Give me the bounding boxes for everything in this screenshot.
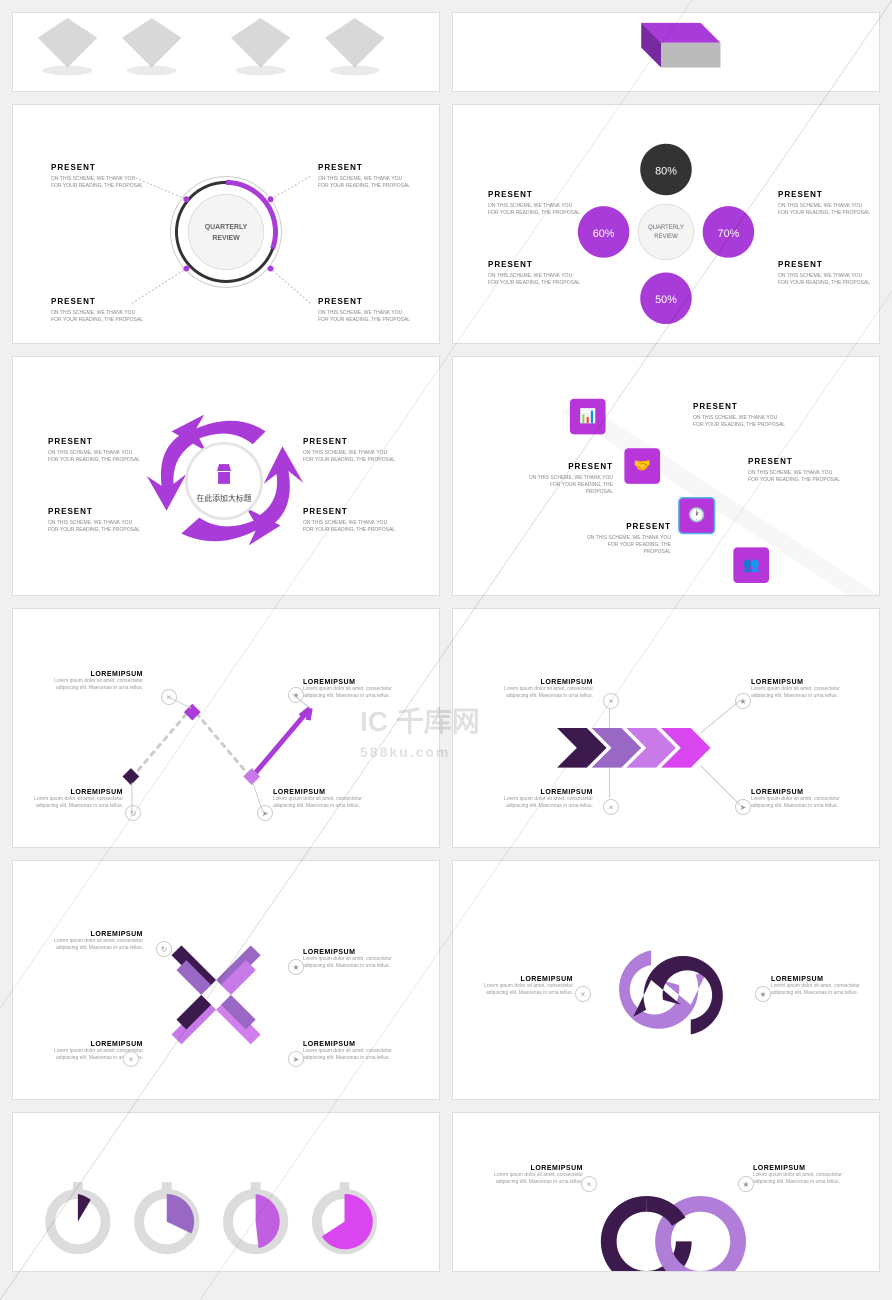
linked-rings <box>453 1113 879 1271</box>
slide-5-left: LOREMIPSUMLorem ipsum dolor sit amet, co… <box>12 860 440 1100</box>
svg-text:REVIEW: REVIEW <box>654 234 678 240</box>
slide-4-right: LOREMIPSUMLorem ipsum dolor sit amet, co… <box>452 608 880 848</box>
slide-3-right: PRESENT ON THIS SCHEME, WE THANK YOUFOR … <box>452 356 880 596</box>
arrow-chain <box>453 609 879 847</box>
svg-text:🤝: 🤝 <box>634 457 651 473</box>
svg-text:QUARTERLY: QUARTERLY <box>648 225 684 231</box>
svg-text:🕐: 🕐 <box>688 507 705 524</box>
slide-5-right: LOREMIPSUMLorem ipsum dolor sit amet, co… <box>452 860 880 1100</box>
interlock-arrows <box>453 861 879 1099</box>
stopwatches <box>13 1113 439 1271</box>
svg-text:QUARTERLY: QUARTERLY <box>205 224 248 231</box>
svg-text:REVIEW: REVIEW <box>212 235 240 242</box>
slide-1-right <box>452 12 880 92</box>
orbit-diagram: QUARTERLY REVIEW <box>13 105 439 343</box>
slide-6-right: LOREMIPSUMLorem ipsum dolor sit amet, co… <box>452 1112 880 1272</box>
slide-grid: PRESENT ON THIS SCHEME, WE THANK YOUFOR … <box>0 0 892 1284</box>
slide-1-left <box>12 12 440 92</box>
cycle-diagram: 在此添加大标题 <box>13 357 439 595</box>
svg-text:50%: 50% <box>655 294 677 306</box>
slide-6-left <box>12 1112 440 1272</box>
percent-hub: QUARTERLY REVIEW 80% 60% 70% 50% <box>453 105 879 343</box>
cube-shape <box>453 13 879 92</box>
step-diagram: 📊 🤝 🕐 👥 <box>453 357 879 595</box>
slide-2-left: PRESENT ON THIS SCHEME, WE THANK YOUFOR … <box>12 104 440 344</box>
svg-text:👥: 👥 <box>743 556 760 573</box>
slide-2-right: PRESENT ON THIS SCHEME, WE THANK YOUFOR … <box>452 104 880 344</box>
svg-text:60%: 60% <box>593 228 615 240</box>
slide-3-left: PRESENT ON THIS SCHEME, WE THANK YOUFOR … <box>12 356 440 596</box>
svg-text:80%: 80% <box>655 165 677 177</box>
svg-text:70%: 70% <box>718 228 740 240</box>
slide-4-left: LOREMIPSUMLorem ipsum dolor sit amet, co… <box>12 608 440 848</box>
svg-text:📊: 📊 <box>579 408 596 425</box>
diamond-shapes <box>13 13 439 92</box>
x-chevron <box>13 861 439 1099</box>
zigzag-diagram <box>13 609 439 847</box>
center-title: 在此添加大标题 <box>196 493 251 503</box>
